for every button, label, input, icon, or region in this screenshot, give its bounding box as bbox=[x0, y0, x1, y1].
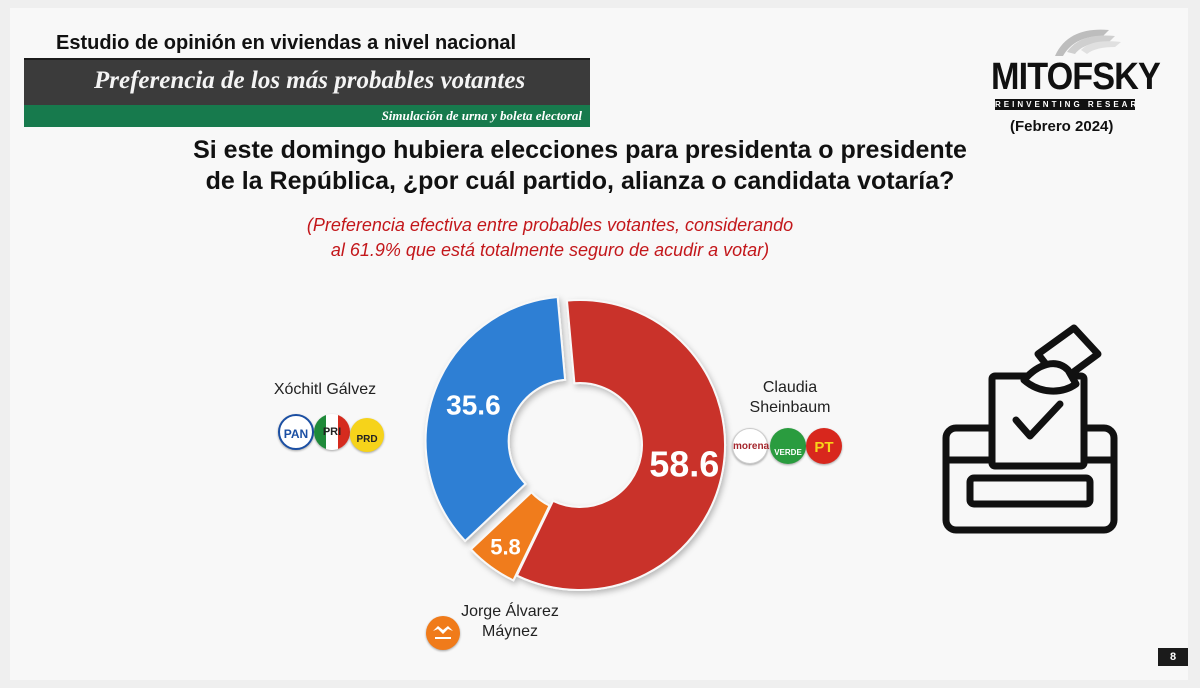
candidate-xochitl-name: Xóchitl Gálvez bbox=[273, 381, 377, 398]
mitofsky-logo: MITOFSKY REINVENTING RESEARCH bbox=[985, 22, 1165, 112]
methodology-note: (Preferencia efectiva entre probables vo… bbox=[200, 213, 900, 263]
banner-title: Preferencia de los más probables votante… bbox=[94, 67, 526, 94]
question-line-2: de la República, ¿por cuál partido, alia… bbox=[205, 167, 955, 195]
movimiento-ciudadano-icon bbox=[426, 616, 460, 650]
slide: Estudio de opinión en viviendas a nivel … bbox=[10, 8, 1188, 680]
party-prd-icon: PRD bbox=[350, 418, 384, 452]
donut-slice-2 bbox=[424, 295, 567, 543]
subtitle-banner: Simulación de urna y boleta electoral bbox=[24, 105, 590, 127]
survey-question: Si este domingo hubiera elecciones para … bbox=[100, 135, 1060, 197]
survey-date: (Febrero 2024) bbox=[1010, 118, 1114, 135]
party-morena-icon: morena bbox=[732, 428, 769, 464]
donut-slice-1 bbox=[469, 490, 551, 582]
donut-label-2: 35.6 bbox=[446, 389, 501, 420]
donut-label-1: 5.8 bbox=[490, 534, 521, 559]
candidate-claudia-name-line-2: Sheinbaum bbox=[749, 399, 831, 416]
party-verde-icon: VERDE bbox=[770, 428, 806, 464]
page-number: 8 bbox=[1158, 648, 1188, 666]
donut-label-0: 58.6 bbox=[649, 444, 719, 485]
donut-slice-0 bbox=[515, 299, 726, 591]
party-pan-icon: PAN bbox=[278, 414, 314, 450]
title-banner: Preferencia de los más probables votante… bbox=[24, 58, 590, 107]
party-pri-icon: PRI bbox=[314, 414, 350, 450]
candidate-jorge-name-line-1: Jorge Álvarez bbox=[461, 603, 559, 620]
logo-mark-icon bbox=[1055, 29, 1121, 56]
candidate-claudia-name-line-1: Claudia bbox=[762, 379, 818, 396]
party-pt-icon: PT bbox=[806, 428, 842, 464]
logo-wordmark: MITOFSKY bbox=[991, 56, 1161, 98]
study-title: Estudio de opinión en viviendas a nivel … bbox=[56, 32, 517, 54]
donut-chart: 58.6 5.8 35.6 bbox=[424, 295, 726, 591]
logo-tagline: REINVENTING RESEARCH bbox=[995, 99, 1135, 110]
note-line-1: (Preferencia efectiva entre probables vo… bbox=[306, 215, 794, 235]
note-line-2: al 61.9% que está totalmente seguro de a… bbox=[330, 240, 770, 260]
candidate-jorge-name-line-2: Máynez bbox=[481, 623, 539, 640]
candidate-claudia-name: Claudia Sheinbaum bbox=[730, 378, 850, 418]
candidate-jorge-name: Jorge Álvarez Máynez bbox=[450, 602, 570, 642]
banner-subtitle: Simulación de urna y boleta electoral bbox=[381, 108, 582, 123]
question-line-1: Si este domingo hubiera elecciones para … bbox=[193, 136, 967, 164]
ballot-box-icon bbox=[942, 324, 1118, 534]
